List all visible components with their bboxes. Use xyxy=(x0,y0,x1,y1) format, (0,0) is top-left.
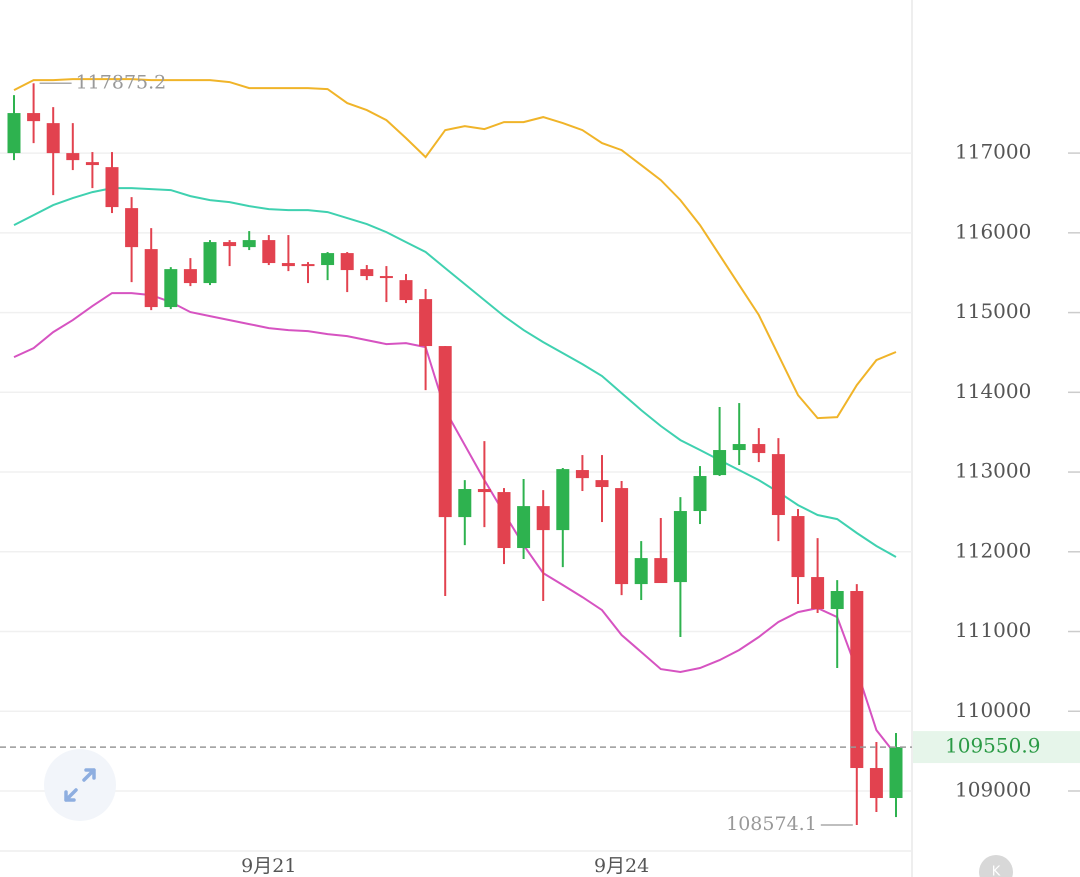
k-button-bg[interactable] xyxy=(979,855,1013,877)
candle-body xyxy=(360,269,374,277)
y-tick-label: 116000 xyxy=(955,219,1031,243)
candle-body xyxy=(517,506,531,549)
candle-body xyxy=(203,242,217,284)
candle-body xyxy=(830,591,844,610)
candle-body xyxy=(281,263,295,267)
candle-body xyxy=(889,747,903,799)
y-tick-label: 110000 xyxy=(955,698,1031,722)
candle-body xyxy=(419,299,433,347)
middle-band xyxy=(13,187,897,558)
candle-body xyxy=(125,208,139,248)
upper-band xyxy=(13,78,897,420)
candle-body xyxy=(752,444,766,454)
candle-body xyxy=(615,488,629,585)
x-tick-label: 9月21 xyxy=(241,855,296,877)
candle-body xyxy=(673,511,687,583)
candle-body xyxy=(27,113,41,122)
k-icon: K xyxy=(992,865,1001,877)
candle-body xyxy=(7,113,21,154)
y-tick-label: 112000 xyxy=(955,538,1031,562)
candle-body xyxy=(301,264,315,267)
candle-body xyxy=(791,516,805,578)
candle-body xyxy=(46,123,60,154)
y-tick-label: 115000 xyxy=(955,299,1031,323)
max-label: 117875.2 xyxy=(76,71,167,93)
candle-body xyxy=(654,558,668,584)
candle-body xyxy=(693,476,707,512)
y-tick-label: 111000 xyxy=(955,618,1031,642)
candle-body xyxy=(477,489,491,493)
candle-body xyxy=(183,269,197,284)
candle-body xyxy=(811,577,825,610)
candle-body xyxy=(66,153,80,161)
candle-body xyxy=(634,558,648,585)
candle-body xyxy=(732,444,746,451)
candle-body xyxy=(556,469,570,531)
candle-body xyxy=(458,489,472,518)
current-price-label: 109550.9 xyxy=(945,734,1040,758)
candle-body xyxy=(771,454,785,516)
candle-body xyxy=(595,480,609,488)
expand-button[interactable] xyxy=(44,749,116,821)
lower-band xyxy=(13,292,897,756)
candle-body xyxy=(575,470,589,479)
candle-body xyxy=(262,240,276,264)
expand-icon xyxy=(64,768,96,802)
candle-body xyxy=(321,253,335,266)
candle-body xyxy=(164,269,178,308)
min-label: 108574.1 xyxy=(726,813,817,835)
candle-body xyxy=(438,346,452,518)
y-tick-label: 109000 xyxy=(955,777,1031,801)
candle-body xyxy=(399,280,413,301)
candle-body xyxy=(223,242,237,247)
candle-body xyxy=(144,249,158,308)
candle-body xyxy=(850,591,864,769)
y-tick-label: 117000 xyxy=(955,140,1031,164)
x-tick-label: 9月24 xyxy=(594,855,649,877)
candle-body xyxy=(379,276,393,279)
candle-body xyxy=(713,450,727,476)
y-tick-label: 114000 xyxy=(955,379,1031,403)
candle-body xyxy=(105,167,119,208)
candle-body xyxy=(536,506,550,531)
y-tick-label: 113000 xyxy=(955,459,1031,483)
candle-body xyxy=(85,162,99,166)
candle-body xyxy=(497,492,511,549)
candle-body xyxy=(340,253,354,271)
k-button[interactable]: K xyxy=(979,855,1013,877)
current-price-box xyxy=(913,731,1080,764)
candle-body xyxy=(242,240,256,248)
expand-button-bg[interactable] xyxy=(44,749,116,821)
candle-body xyxy=(869,768,883,799)
